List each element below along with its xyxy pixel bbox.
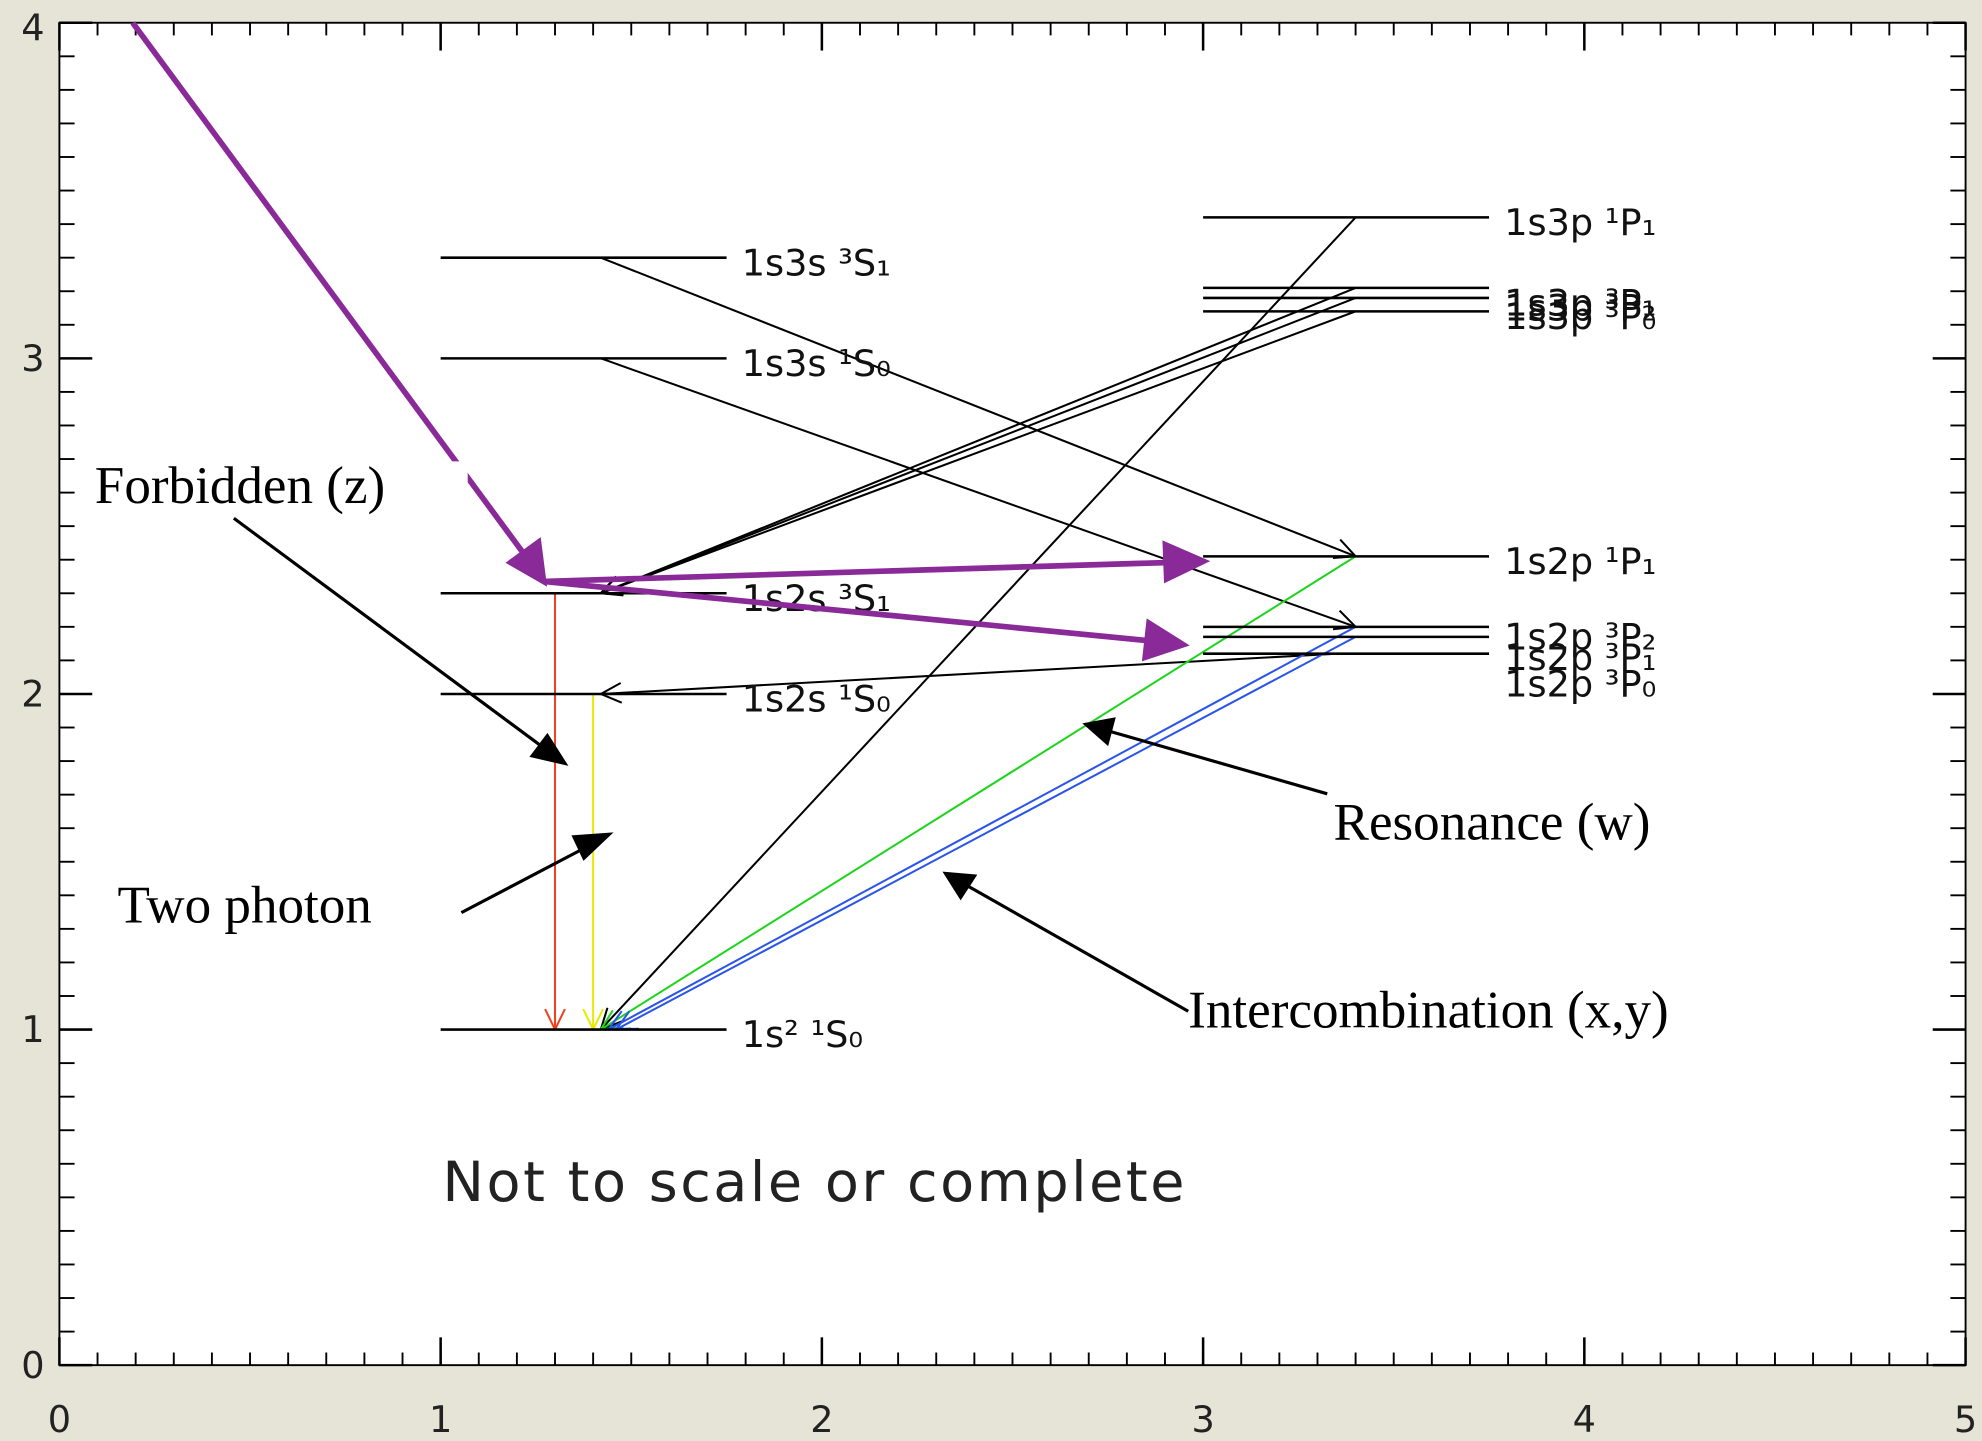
arrow (543, 578, 1151, 644)
arrow (232, 516, 548, 751)
transition (615, 636, 1357, 1031)
annotation: Two photon (118, 877, 372, 935)
y-tick-label: 0 (21, 1344, 44, 1387)
level-label: 1s2p ³P₂ (1504, 616, 1656, 659)
y-tick-label: 1 (21, 1008, 44, 1051)
note: Not to scale or complete (442, 1150, 1187, 1215)
transition (600, 256, 1356, 558)
arrowhead (607, 1010, 623, 1031)
y-tick-label: 4 (21, 6, 44, 49)
y-tick-label: 3 (21, 337, 44, 380)
arrowhead (1162, 540, 1211, 584)
transition (600, 297, 1356, 595)
level-label: 1s3s ¹S₀ (742, 342, 891, 385)
x-tick-label: 1 (429, 1398, 452, 1441)
annotation: Resonance (w) (1334, 793, 1651, 851)
plot-area (58, 21, 1967, 1367)
arrowhead (582, 1008, 595, 1030)
level-label: 1s3p ³P₀ (1504, 295, 1656, 338)
level-label: 1s2p ³P₁ (1504, 636, 1656, 679)
transition (600, 555, 1357, 1031)
transition (600, 310, 1356, 595)
transition (600, 357, 1356, 628)
level-label: 1s² ¹S₀ (742, 1013, 863, 1056)
arrowhead (554, 1008, 566, 1030)
arrow (1106, 729, 1328, 796)
label-backdrop (88, 461, 468, 517)
transition (600, 652, 1337, 695)
arrowhead (615, 1010, 631, 1031)
y-tick-label: 2 (21, 673, 44, 716)
arrowhead (600, 682, 622, 695)
x-tick-label: 2 (810, 1398, 833, 1441)
arrowhead (942, 871, 978, 901)
transition (600, 286, 1356, 595)
arrowhead (592, 1008, 604, 1030)
arrowhead (505, 537, 548, 587)
level-label: 1s3p ³P₁ (1504, 282, 1656, 325)
level-label: 1s3s ³S₁ (742, 241, 891, 284)
x-tick-label: 4 (1573, 1398, 1596, 1441)
x-tick-label: 0 (48, 1398, 71, 1441)
arrowhead (529, 732, 569, 766)
arrow (460, 842, 593, 915)
transition (607, 625, 1357, 1031)
arrowhead (1082, 717, 1116, 747)
x-tick-label: 3 (1191, 1398, 1214, 1441)
x-tick-label: 5 (1954, 1398, 1977, 1441)
annotation: Forbidden (z) (95, 457, 385, 515)
arrow (543, 559, 1170, 585)
arrowhead (600, 693, 623, 704)
arrowhead (599, 1009, 614, 1031)
arrowhead (571, 832, 614, 861)
level-label: 1s3p ¹P₁ (1504, 201, 1656, 244)
arrowhead (1338, 609, 1357, 628)
arrowhead (1141, 618, 1190, 662)
arrowhead (544, 1008, 556, 1030)
arrowhead (1339, 538, 1357, 558)
level-label: 1s3p ³P₂ (1504, 287, 1656, 330)
level-label: 1s2p ¹P₁ (1504, 540, 1656, 583)
ticks: 0 1 2 3 4 5 0 1 2 3 4 (21, 6, 1977, 1441)
annotation: Intercombination (x,y) (1188, 982, 1669, 1040)
level-label: 1s2p ³P₀ (1504, 663, 1656, 706)
level-label: 1s2s ¹S₀ (742, 678, 891, 721)
arrow (964, 883, 1189, 1013)
annotation-arrows (232, 516, 1328, 1013)
transitions (544, 216, 1357, 1031)
